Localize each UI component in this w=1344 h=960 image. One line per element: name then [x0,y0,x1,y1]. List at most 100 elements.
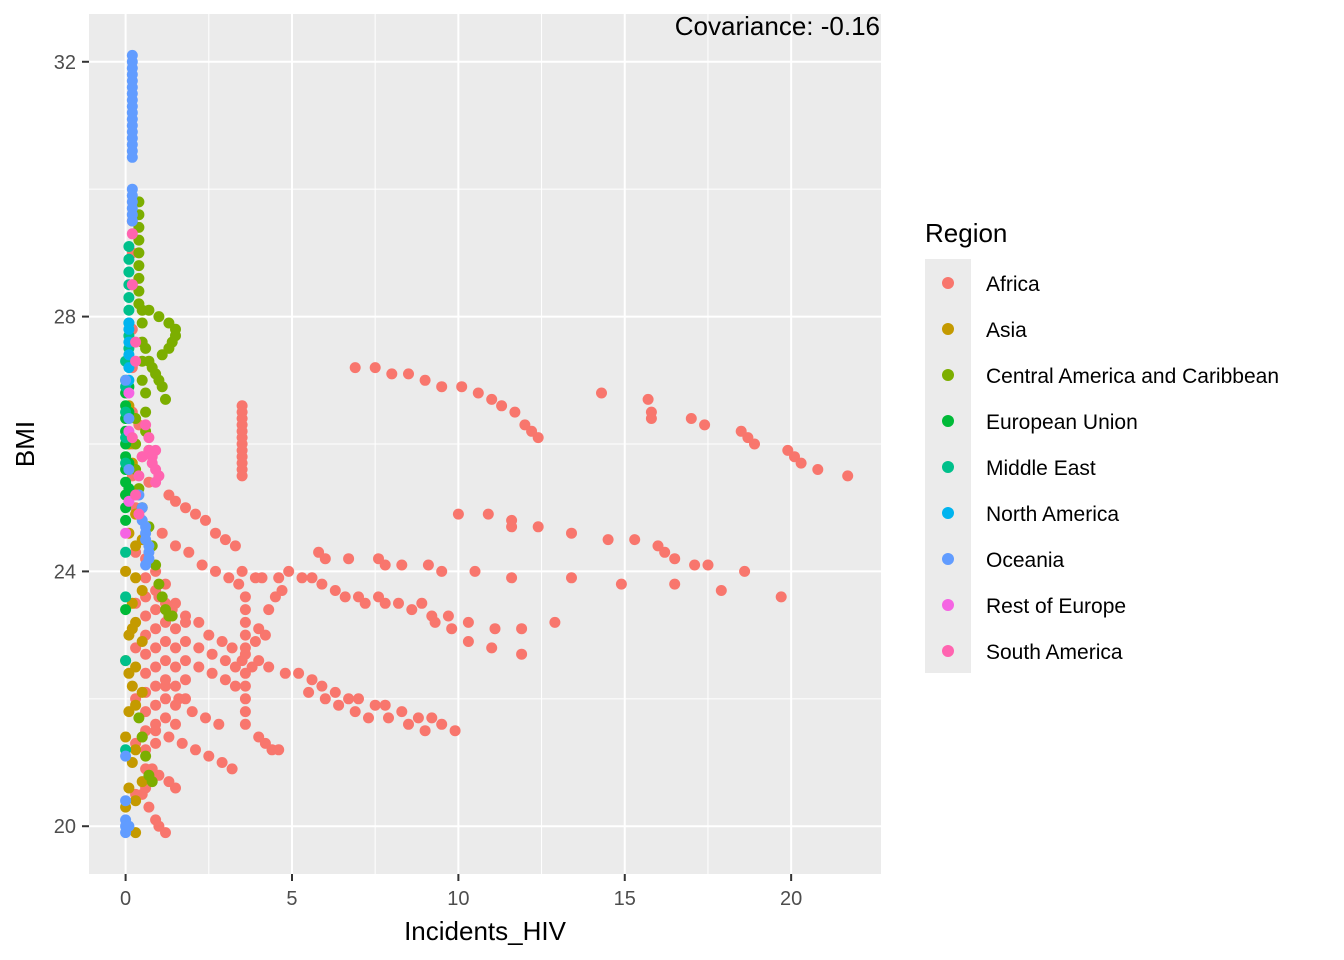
data-point [219,674,231,686]
legend-key-rest-of-europe [942,599,954,611]
x-tick-label: 15 [614,888,636,910]
legend-title: Region [925,218,1007,248]
data-point [602,534,614,546]
legend-label-central-america-and-caribbean: Central America and Caribbean [986,365,1279,388]
data-point [123,266,135,278]
y-tick-label: 28 [54,307,76,329]
data-point [506,521,518,533]
legend-label-asia: Asia [986,319,1027,342]
data-point [699,419,711,431]
data-point [669,553,681,565]
data-point [263,661,275,673]
data-point [190,508,201,520]
data-point [126,680,138,692]
x-tick-label: 10 [447,888,469,910]
data-point [596,387,607,399]
data-point [369,699,381,711]
data-point [239,629,251,641]
data-point [253,655,265,667]
legend-label-south-america: South America [986,641,1123,664]
data-point [160,636,171,647]
legend-label-european-union: European Union [986,411,1138,434]
data-point [150,476,162,488]
data-point [180,636,191,647]
data-point [226,763,238,775]
data-point [566,572,577,584]
data-point [349,362,361,374]
legend-key-asia [942,323,954,335]
data-point [403,368,414,380]
legend-label-oceania: Oceania [986,549,1065,572]
data-point [176,737,188,749]
data-point [140,572,152,584]
data-point [133,260,145,272]
data-point [429,616,441,628]
data-point [150,718,162,730]
data-point [715,585,727,596]
data-point [446,623,458,635]
data-point [193,661,205,673]
data-point [156,527,168,539]
data-point [239,706,251,718]
data-point [160,655,171,667]
data-point [216,636,228,647]
data-point [419,374,431,386]
data-point [276,585,288,596]
data-point [239,591,251,603]
data-point [462,636,474,647]
data-point [130,699,142,711]
data-point [549,616,561,628]
data-point [123,241,135,252]
data-point [140,387,152,399]
data-point [156,591,168,603]
data-point [123,782,135,794]
data-point [146,776,158,788]
data-point [396,706,408,718]
data-point [642,393,654,405]
data-point [496,400,508,412]
data-point [170,680,181,692]
data-point [329,686,341,698]
data-point [136,636,148,647]
data-point [143,432,155,444]
data-point [506,572,518,584]
data-point [283,565,295,577]
legend-key-oceania [942,553,954,565]
data-points [120,49,854,839]
data-point [236,565,248,577]
data-point [183,546,195,558]
data-point [343,693,355,705]
data-point [160,674,171,686]
data-point [685,413,697,424]
data-point [406,604,418,616]
y-tick-label: 32 [54,52,76,74]
data-point [233,578,245,590]
data-point [403,718,414,730]
data-point [383,712,394,724]
data-point [319,553,331,565]
data-point [422,559,434,571]
data-point [273,744,285,756]
legend-label-rest-of-europe: Rest of Europe [986,595,1126,618]
data-point [203,629,215,641]
x-tick-label: 0 [120,888,131,910]
data-point [136,585,148,596]
data-point [239,667,251,679]
data-point [279,667,291,679]
data-point [133,470,145,482]
data-point [120,750,132,762]
data-point [120,514,132,526]
data-point [123,323,135,335]
data-point [419,725,431,737]
data-point [143,801,155,813]
data-point [123,253,135,265]
data-point [615,578,627,590]
data-point [206,667,218,679]
legend-items: Africa Asia Central America and Caribbean E… [942,273,1279,664]
data-point [842,470,854,482]
data-point [436,565,448,577]
data-point [236,470,248,482]
data-point [180,674,191,686]
data-point [223,572,235,584]
